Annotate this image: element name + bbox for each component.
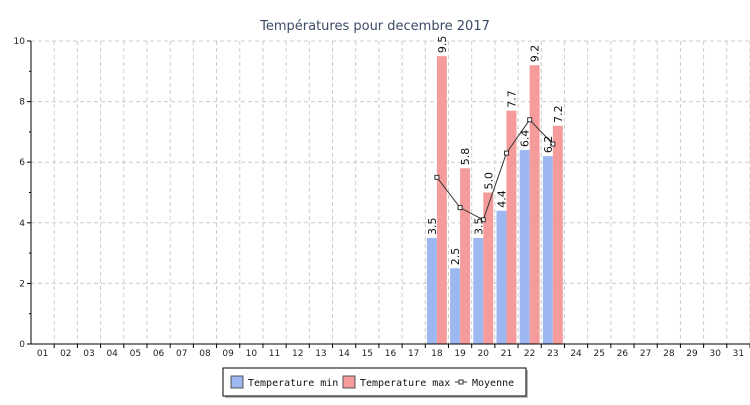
x-tick-label: 06 — [153, 349, 165, 359]
legend-label: Temperature max — [360, 378, 450, 389]
x-tick-label: 25 — [594, 349, 605, 359]
legend-swatch — [230, 375, 244, 389]
data-label-min: 6.4 — [519, 130, 532, 148]
x-tick-label: 03 — [83, 349, 94, 359]
x-tick-label: 17 — [408, 349, 419, 359]
legend-label: Temperature min — [248, 378, 338, 389]
legend: Temperature min Temperature max Moyenne — [222, 367, 528, 398]
y-tick-label: 10 — [14, 37, 26, 47]
data-label-min: 4.4 — [495, 190, 508, 208]
x-tick-label: 29 — [686, 349, 698, 359]
data-label-max: 9.5 — [436, 36, 449, 54]
data-label-max: 5.8 — [459, 148, 472, 166]
bar-temperature-max — [483, 192, 494, 344]
point-moyenne — [527, 117, 533, 123]
x-tick-label: 10 — [246, 349, 258, 359]
x-tick-label: 08 — [199, 349, 211, 359]
bar-temperature-max — [436, 56, 447, 345]
data-label-min: 3.5 — [472, 217, 485, 235]
x-tick-label: 09 — [222, 349, 234, 359]
bar-temperature-min — [542, 156, 553, 344]
legend-marker — [458, 379, 464, 385]
bar-temperature-max — [506, 110, 517, 344]
data-label-max: 9.2 — [529, 45, 542, 63]
x-tick-label: 07 — [176, 349, 187, 359]
x-tick-label: 23 — [547, 349, 558, 359]
x-tick-label: 14 — [338, 349, 350, 359]
x-tick-label: 28 — [663, 349, 675, 359]
bar-temperature-min — [473, 237, 484, 344]
bar-temperature-min — [450, 268, 461, 344]
line-layer — [434, 117, 556, 223]
x-tick-label: 26 — [617, 349, 629, 359]
x-tick-label: 11 — [269, 349, 280, 359]
bar-temperature-max — [529, 65, 540, 345]
x-tick-label: 15 — [362, 349, 373, 359]
x-tick-label: 18 — [431, 349, 443, 359]
grid-layer — [31, 40, 750, 344]
bar-temperature-max — [552, 125, 563, 344]
chart-title: Températures pour decembre 2017 — [259, 19, 490, 34]
point-moyenne — [457, 205, 463, 211]
data-label-min: 6.2 — [542, 136, 555, 154]
x-tick-label: 05 — [130, 349, 141, 359]
series-line-moyenne — [436, 118, 554, 221]
y-tick-label: 0 — [19, 340, 25, 350]
x-tick-label: 24 — [570, 349, 582, 359]
bars-layer — [426, 56, 563, 345]
x-tick-label: 30 — [709, 349, 721, 359]
labels-layer: 3.5 9.5 2.5 5.8 3.5 5.04.4 7.7 6.4 9.2 6.2 7.2 — [426, 36, 565, 266]
data-label-min: 3.5 — [426, 217, 439, 235]
point-moyenne — [550, 141, 556, 147]
legend-box — [222, 367, 527, 397]
point-moyenne — [434, 174, 440, 180]
x-tick-label: 13 — [315, 349, 326, 359]
x-tick-label: 31 — [733, 349, 744, 359]
y-tick-label: 4 — [19, 219, 25, 229]
x-tick-label: 22 — [524, 349, 535, 359]
x-tick-label: 19 — [454, 349, 466, 359]
data-label-max: 5.0 — [482, 172, 495, 190]
data-label-max: 7.2 — [552, 105, 565, 123]
point-moyenne — [480, 217, 486, 223]
x-tick-label: 02 — [60, 349, 71, 359]
bar-temperature-min — [496, 210, 507, 344]
legend-swatch — [342, 375, 356, 389]
x-tick-label: 27 — [640, 349, 651, 359]
bar-temperature-min — [426, 237, 437, 344]
y-tick-label: 8 — [19, 98, 25, 108]
data-label-max: 7.7 — [505, 90, 518, 108]
x-tick-label: 04 — [106, 349, 118, 359]
bar-temperature-max — [460, 168, 471, 344]
bar-temperature-min — [519, 150, 530, 344]
data-label-min: 2.5 — [449, 248, 462, 266]
x-tick-label: 01 — [37, 349, 48, 359]
y-tick-label: 2 — [19, 279, 25, 289]
x-tick-label: 12 — [292, 349, 303, 359]
x-tick-label: 16 — [385, 349, 397, 359]
x-tick-label: 20 — [478, 349, 490, 359]
x-tick-label: 21 — [501, 349, 512, 359]
point-moyenne — [503, 150, 509, 156]
y-tick-label: 6 — [19, 158, 25, 168]
legend-label: Moyenne — [472, 378, 514, 389]
